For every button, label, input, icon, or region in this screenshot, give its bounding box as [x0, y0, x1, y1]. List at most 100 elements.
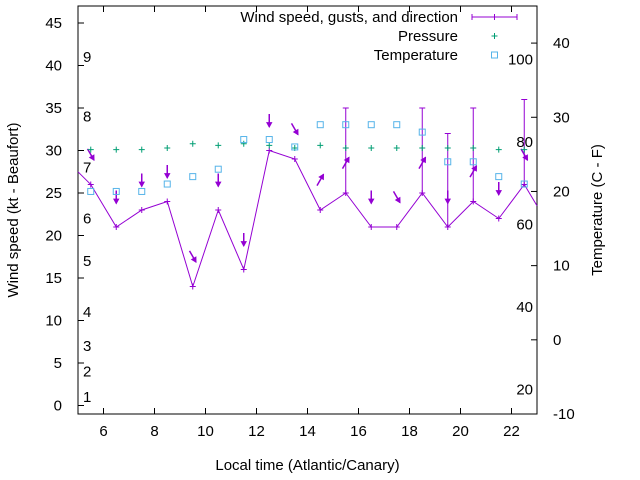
pressure-point [87, 146, 94, 153]
x-tick-label: 22 [503, 423, 520, 440]
y-left-tick-label: 30 [45, 143, 62, 160]
data-layer [77, 99, 538, 290]
wind-direction-arrow [266, 114, 273, 129]
pressure-point [189, 140, 196, 147]
x-tick-label: 12 [248, 423, 265, 440]
x-tick-label: 6 [99, 423, 107, 440]
wind-direction-arrow [444, 190, 451, 205]
pressure-point [495, 146, 502, 153]
y-right-tick-label: 30 [553, 109, 570, 126]
pressure-point [240, 140, 247, 147]
legend-temperature-swatch [491, 51, 498, 59]
wind-speed-line [77, 149, 538, 289]
temperature-point [444, 158, 452, 166]
wind-direction-arrow [240, 233, 247, 248]
temperature-point [291, 143, 299, 151]
temperature-point [87, 187, 95, 195]
y-left-tick-label: 25 [45, 185, 62, 202]
temperature-point [138, 187, 146, 195]
beaufort-label: 8 [83, 109, 91, 126]
pressure-point [113, 146, 120, 153]
pressure-point [419, 144, 426, 151]
wind-speed-point [495, 215, 502, 222]
legend-label: Pressure [398, 28, 458, 45]
x-axis-label: Local time (Atlantic/Canary) [215, 457, 399, 474]
temperature-point [495, 173, 503, 181]
fahrenheit-label: 100 [508, 52, 533, 69]
legend-label: Temperature [374, 47, 458, 64]
temperature-point [240, 136, 248, 144]
temperature-point [163, 180, 171, 188]
wind-direction-arrow [188, 250, 197, 264]
wind-direction-arrow [290, 122, 299, 136]
temperature-point [265, 136, 273, 144]
wind-direction-arrow [418, 156, 427, 170]
wind-direction-arrow [86, 148, 95, 162]
plot-frame [77, 5, 538, 415]
y-right-tick-label: 40 [553, 35, 570, 52]
wind-direction-arrow [215, 173, 222, 188]
y-axis-left-label: Wind speed (kt - Beaufort) [5, 122, 22, 297]
beaufort-label: 4 [83, 304, 91, 321]
wind-direction-arrow [392, 190, 401, 204]
wind-speed-point [87, 181, 94, 188]
wind-speed-point [189, 283, 196, 290]
pressure-point [164, 144, 171, 151]
temperature-point [367, 121, 375, 129]
y-left-tick-label: 45 [45, 15, 62, 32]
temperature-point [469, 158, 477, 166]
beaufort-label: 2 [83, 364, 91, 381]
wind-speed-point [393, 224, 400, 230]
fahrenheit-label: 40 [516, 299, 533, 316]
wind-speed-point [368, 224, 375, 230]
temperature-point [214, 165, 222, 173]
x-tick-label: 16 [350, 423, 367, 440]
beaufort-label: 9 [83, 49, 91, 66]
fahrenheit-label: 60 [516, 216, 533, 233]
legend-label: Wind speed, gusts, and direction [240, 9, 458, 26]
x-tick-label: 8 [150, 423, 158, 440]
wind-direction-arrow [341, 156, 350, 170]
x-tick-label: 18 [401, 423, 418, 440]
wind-direction-arrow [368, 190, 375, 205]
pressure-point [342, 144, 349, 151]
y-left-tick-label: 35 [45, 100, 62, 117]
wind-speed-point [240, 266, 247, 273]
wind-direction-arrow [495, 182, 502, 197]
beaufort-label: 5 [83, 253, 91, 270]
pressure-point [317, 142, 324, 149]
pressure-point [393, 144, 400, 151]
x-tick-label: 10 [197, 423, 214, 440]
y-right-tick-label: 0 [553, 332, 561, 349]
x-tick-label: 20 [452, 423, 469, 440]
y-right-tick-label: -10 [553, 406, 575, 423]
beaufort-label: 6 [83, 211, 91, 228]
y-left-tick-label: 20 [45, 228, 62, 245]
beaufort-label: 3 [83, 338, 91, 355]
beaufort-label: 7 [83, 160, 91, 177]
wind-speed-point [291, 156, 298, 162]
fahrenheit-label: 20 [516, 381, 533, 398]
beaufort-label: 1 [83, 389, 91, 406]
wind-direction-arrow [138, 173, 145, 188]
temperature-point [342, 121, 350, 129]
wind-speed-point [317, 207, 324, 213]
pressure-point [521, 146, 528, 153]
y-right-tick-label: 10 [553, 258, 570, 275]
temperature-point [393, 121, 401, 129]
temperature-point [520, 180, 528, 188]
wind-speed-point [266, 147, 273, 154]
y-left-tick-label: 0 [54, 398, 62, 415]
y-axis-right-label: Temperature (C - F) [589, 144, 606, 276]
wind-direction-arrow [520, 148, 529, 162]
pressure-point [266, 142, 273, 149]
pressure-point [368, 144, 375, 151]
y-left-tick-label: 5 [54, 355, 62, 372]
wind-speed-point [164, 198, 171, 205]
pressure-point [215, 142, 222, 149]
wind-direction-arrow [469, 164, 478, 178]
y-left-tick-label: 10 [45, 313, 62, 330]
pressure-point [444, 144, 451, 151]
wind-direction-arrow [316, 173, 325, 187]
